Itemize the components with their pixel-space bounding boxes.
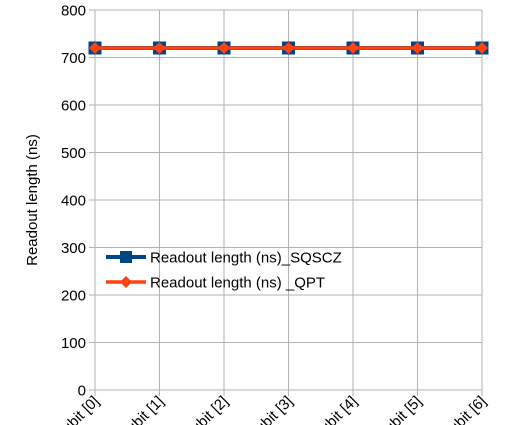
data-point-qpt <box>282 42 295 54</box>
y-axis-label: Readout length (ns) <box>24 134 41 266</box>
data-point-qpt <box>411 42 424 54</box>
legend: Readout length (ns)_SQSCZ Readout length … <box>106 250 342 292</box>
legend-marker-diamond <box>120 276 132 288</box>
data-point-qpt <box>89 42 101 54</box>
y-tick-label: 200 <box>61 288 86 305</box>
data-point-qpt <box>476 42 488 54</box>
y-tick-labels: 0 100 200 300 400 500 600 700 800 <box>61 3 86 400</box>
series-layer <box>88 41 489 55</box>
y-tick-label: 100 <box>61 335 86 352</box>
data-point-qpt <box>347 42 359 54</box>
legend-marker-square <box>120 251 132 263</box>
y-tick-label: 0 <box>78 383 86 400</box>
y-tick-label: 800 <box>61 3 86 20</box>
y-tick-label: 700 <box>61 50 86 67</box>
y-tick-label: 400 <box>61 193 86 210</box>
y-tick-label: 300 <box>61 240 86 257</box>
data-point-qpt <box>218 42 230 54</box>
gridlines <box>89 9 483 396</box>
data-point-qpt <box>153 42 166 54</box>
y-tick-label: 500 <box>61 145 86 162</box>
y-tick-label: 600 <box>61 98 86 115</box>
legend-label: Readout length (ns)_SQSCZ <box>150 250 342 267</box>
legend-label: Readout length (ns) _QPT <box>150 275 325 292</box>
